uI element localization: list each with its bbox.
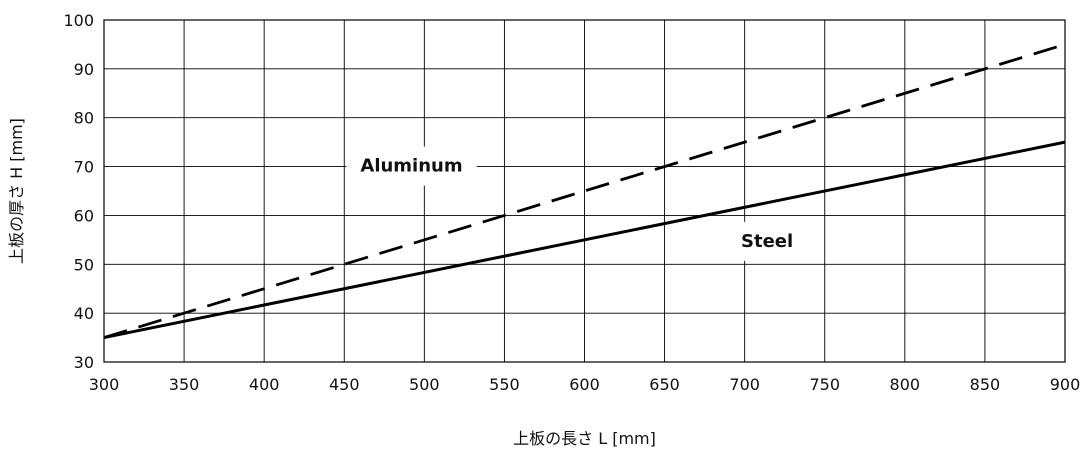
label-background xyxy=(727,221,808,261)
x-tick-label: 850 xyxy=(970,375,1001,394)
series-layer xyxy=(103,43,1066,340)
x-tick-label: 900 xyxy=(1050,375,1081,394)
x-tick-label: 750 xyxy=(809,375,840,394)
x-tick-label: 400 xyxy=(249,375,280,394)
x-tick-label: 650 xyxy=(649,375,680,394)
x-tick-label: 600 xyxy=(569,375,600,394)
y-tick-labels: 30 40 50 60 70 80 90 100 xyxy=(63,11,94,372)
y-tick-label: 40 xyxy=(74,304,94,323)
series-label-text: Aluminum xyxy=(360,156,462,177)
series-label-text: Steel xyxy=(741,231,793,252)
y-axis-title: 上板の厚さ H [mm] xyxy=(7,118,26,264)
x-tick-labels: 300 350 400 450 500 550 600 650 700 750 800 850 900 xyxy=(89,375,1081,394)
x-tick-label: 300 xyxy=(89,375,120,394)
y-tick-label: 70 xyxy=(74,158,94,177)
annotations: Aluminum Steel xyxy=(346,146,808,261)
x-axis-title: 上板の長さ L [mm] xyxy=(513,429,656,448)
y-tick-label: 100 xyxy=(63,11,94,30)
y-tick-label: 50 xyxy=(74,255,94,274)
label-background xyxy=(346,146,477,186)
grid xyxy=(103,19,1066,363)
x-tick-label: 500 xyxy=(409,375,440,394)
x-tick-label: 350 xyxy=(169,375,200,394)
series-label-aluminum: Aluminum xyxy=(346,146,477,186)
series-line-aluminum xyxy=(103,43,1066,339)
y-tick-label: 90 xyxy=(74,60,94,79)
y-tick-label: 60 xyxy=(74,206,94,225)
plot-frame xyxy=(103,19,1066,363)
series-label-steel: Steel xyxy=(727,221,808,261)
y-tick-label: 30 xyxy=(74,353,94,372)
y-tick-label: 80 xyxy=(74,109,94,128)
x-tick-label: 800 xyxy=(890,375,921,394)
x-tick-label: 550 xyxy=(489,375,520,394)
x-tick-label: 450 xyxy=(329,375,360,394)
x-tick-label: 700 xyxy=(729,375,760,394)
series-line-steel xyxy=(103,140,1066,340)
